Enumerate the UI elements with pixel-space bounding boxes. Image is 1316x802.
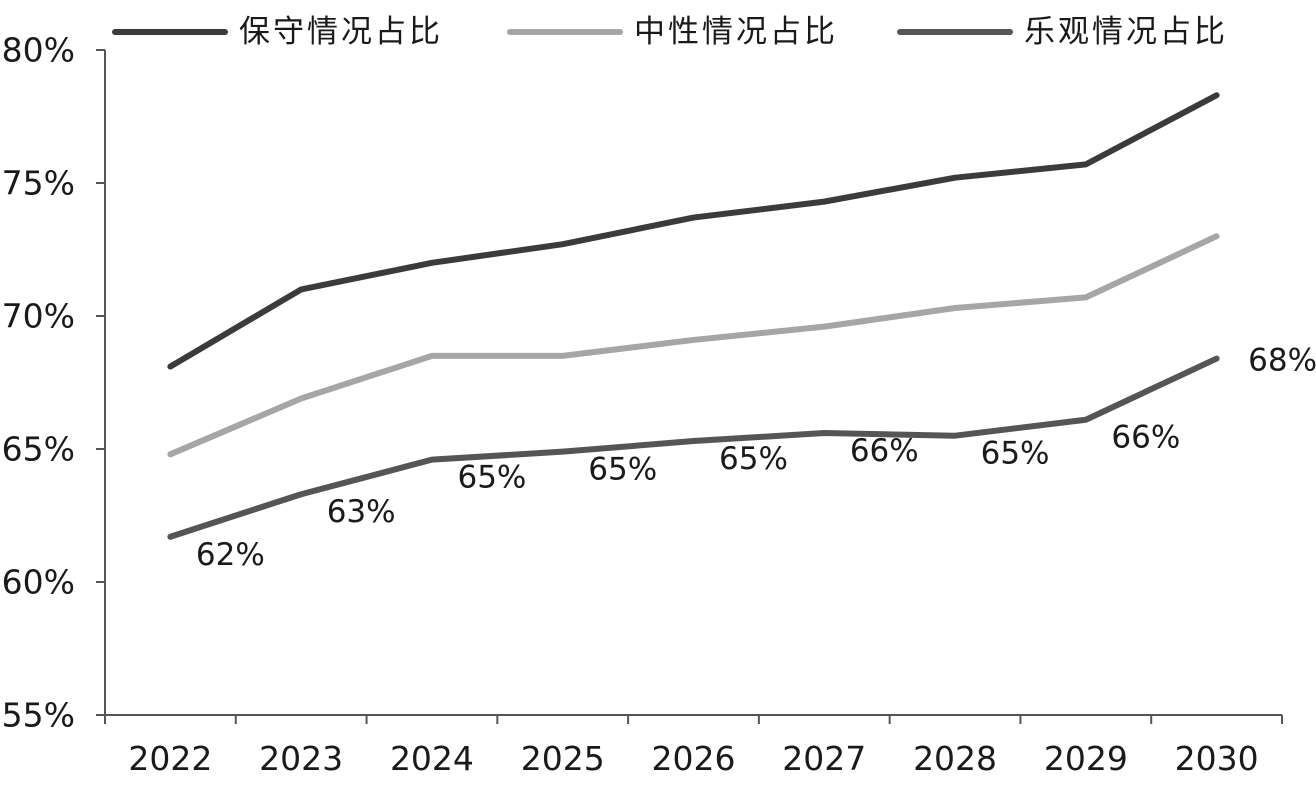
y-tick-label: 75% (2, 164, 75, 203)
legend-label: 乐观情况占比 (1024, 14, 1228, 50)
series-line-3 (167, 355, 1220, 540)
legend-label: 保守情况占比 (239, 14, 443, 50)
data-label: 63% (327, 494, 396, 530)
axes: 55% 60% 65% 70% 75% 80% 2022 2023 2024 2025 2026 20… (2, 31, 1283, 778)
data-label: 65% (719, 441, 788, 477)
data-label: 68% (1248, 343, 1316, 379)
x-tick-label: 2022 (128, 739, 212, 778)
data-label: 65% (981, 436, 1050, 472)
data-label: 62% (196, 537, 265, 573)
y-tick-label: 80% (2, 31, 75, 70)
legend-label: 中性情况占比 (634, 14, 838, 50)
x-tick-label: 2027 (782, 739, 866, 778)
data-labels: 62% 63% 65% 65% 65% 66% 65% 66% 68% (196, 343, 1316, 573)
x-tick-label: 2028 (913, 739, 997, 778)
x-tick-label: 2026 (652, 739, 736, 778)
y-tick-label: 60% (2, 563, 75, 602)
series-lines (167, 92, 1220, 540)
x-tick-label: 2024 (390, 739, 474, 778)
y-tick-label: 55% (2, 696, 75, 735)
data-label: 65% (457, 460, 526, 496)
legend: 保守情况占比 中性情况占比 乐观情况占比 (112, 14, 1228, 50)
series-line-2 (167, 233, 1220, 458)
series-line-1 (167, 92, 1220, 370)
x-tick-label: 2025 (521, 739, 605, 778)
x-tick-label: 2030 (1175, 739, 1259, 778)
y-tick-label: 70% (2, 297, 75, 336)
data-label: 66% (1111, 420, 1180, 456)
x-tick-label: 2023 (259, 739, 343, 778)
data-label: 66% (850, 433, 919, 469)
y-tick-label: 65% (2, 430, 75, 469)
x-tick-label: 2029 (1044, 739, 1128, 778)
data-label: 65% (588, 452, 657, 488)
